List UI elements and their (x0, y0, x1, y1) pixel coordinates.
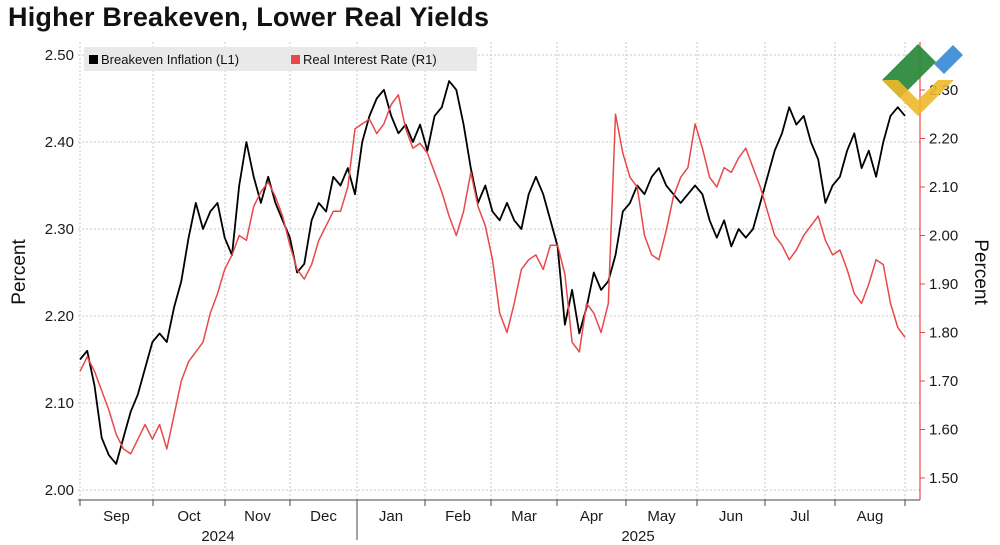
brand-logo (882, 44, 963, 116)
x-year-label: 2025 (621, 528, 654, 545)
left-tick-label: 2.40 (45, 134, 74, 151)
left-axis-label: Percent (9, 239, 30, 305)
gridlines (78, 42, 920, 500)
legend: Breakeven Inflation (L1) Real Interest R… (84, 47, 477, 71)
left-tick-label: 2.30 (45, 221, 74, 238)
right-tick-label: 1.80 (929, 325, 958, 342)
x-month-label: Feb (445, 508, 471, 525)
legend-label-breakeven: Breakeven Inflation (L1) (101, 52, 239, 67)
x-month-label: Jul (790, 508, 809, 525)
series-line-breakeven (79, 80, 906, 465)
x-month-label: Mar (511, 508, 537, 525)
legend-background (84, 47, 477, 71)
x-month-label: Nov (244, 508, 271, 525)
left-tick-label: 2.20 (45, 308, 74, 325)
left-tick-label: 2.10 (45, 395, 74, 412)
right-axis: 1.501.601.701.801.902.002.102.202.30 (920, 82, 958, 487)
right-tick-label: 2.10 (929, 179, 958, 196)
x-month-label: Aug (857, 508, 884, 525)
x-year-label: 2024 (201, 528, 234, 545)
right-tick-label: 2.00 (929, 228, 958, 245)
series-line-real-rate (79, 94, 906, 455)
legend-swatch-real-rate (291, 55, 300, 64)
x-month-label: May (647, 508, 676, 525)
legend-label-real-rate: Real Interest Rate (R1) (303, 52, 437, 67)
x-month-label: Sep (103, 508, 130, 525)
right-axis-label: Percent (970, 239, 991, 305)
x-month-label: Dec (310, 508, 337, 525)
left-tick-label: 2.50 (45, 47, 74, 64)
legend-swatch-breakeven (89, 55, 98, 64)
x-month-label: Jan (379, 508, 403, 525)
left-tick-label: 2.00 (45, 482, 74, 499)
x-month-label: Jun (719, 508, 743, 525)
x-axis: Sep Oct Nov Dec Jan Feb Mar Apr May Jun Jul Aug 2024… (79, 500, 906, 545)
chart-title: Higher Breakeven, Lower Real Yields (8, 2, 490, 32)
right-tick-label: 1.50 (929, 470, 958, 487)
right-tick-label: 2.20 (929, 131, 958, 148)
x-month-label: Apr (580, 508, 603, 525)
x-month-label: Oct (177, 508, 201, 525)
series-lines (79, 80, 906, 465)
right-tick-label: 1.70 (929, 373, 958, 390)
right-tick-label: 1.60 (929, 422, 958, 439)
right-tick-label: 1.90 (929, 276, 958, 293)
left-axis: 2.00 2.10 2.20 2.30 2.40 2.50 (45, 47, 74, 499)
